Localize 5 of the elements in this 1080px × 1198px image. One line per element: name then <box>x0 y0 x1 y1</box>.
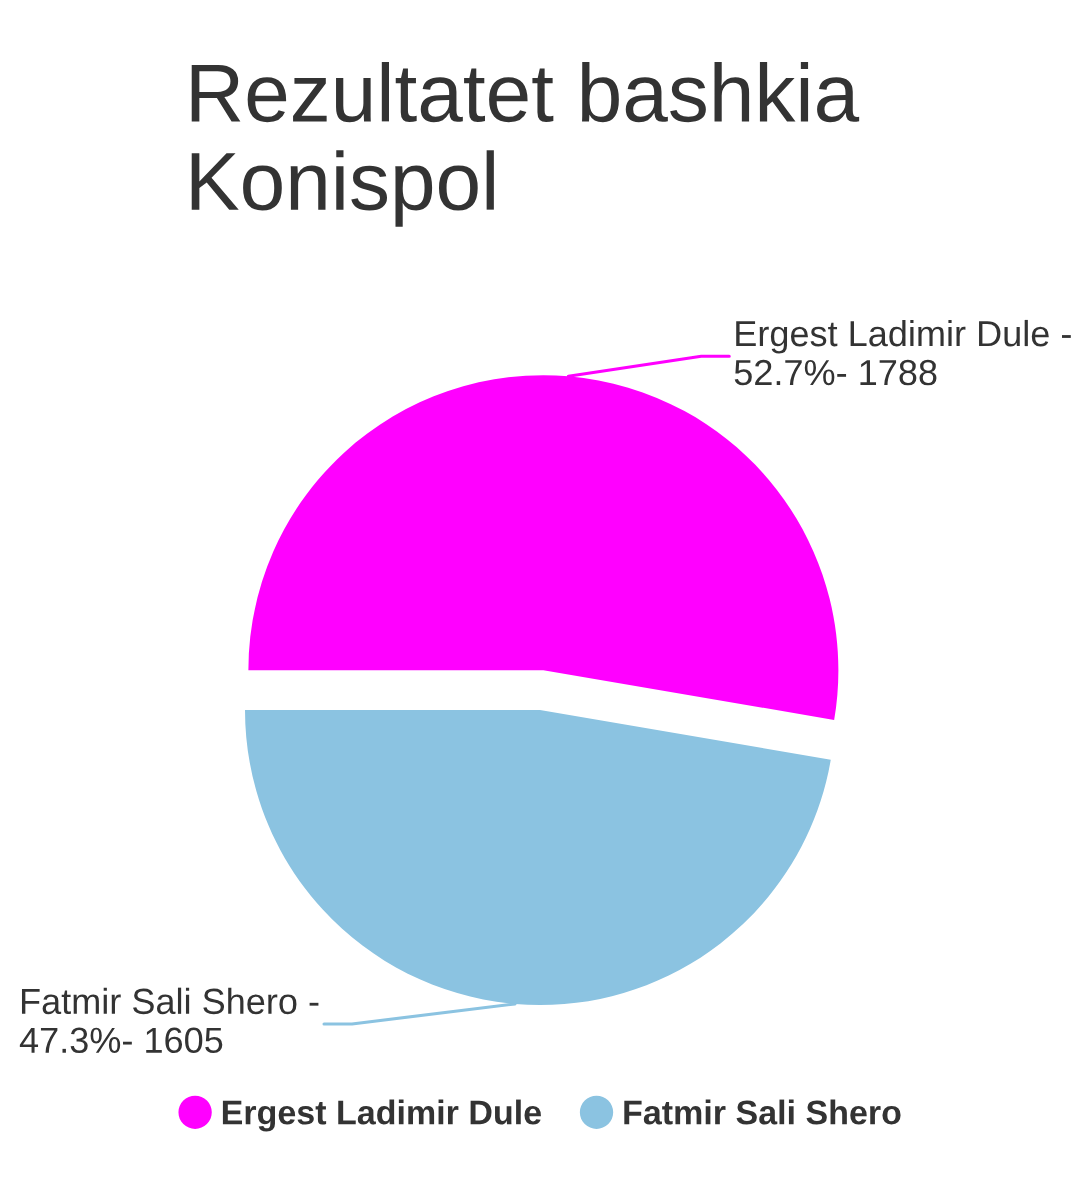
data-label: Ergest Ladimir Dule - 52.7%- 1788 <box>734 319 1071 386</box>
legend-label: Ergest Ladimir Dule <box>222 1099 541 1132</box>
data-label: Fatmir Sali Shero - 47.3%- 1605 <box>19 987 319 1054</box>
chart-title: Rezultatet bashkia Konispol <box>191 62 860 227</box>
legend-label: Fatmir Sali Shero <box>624 1099 901 1125</box>
